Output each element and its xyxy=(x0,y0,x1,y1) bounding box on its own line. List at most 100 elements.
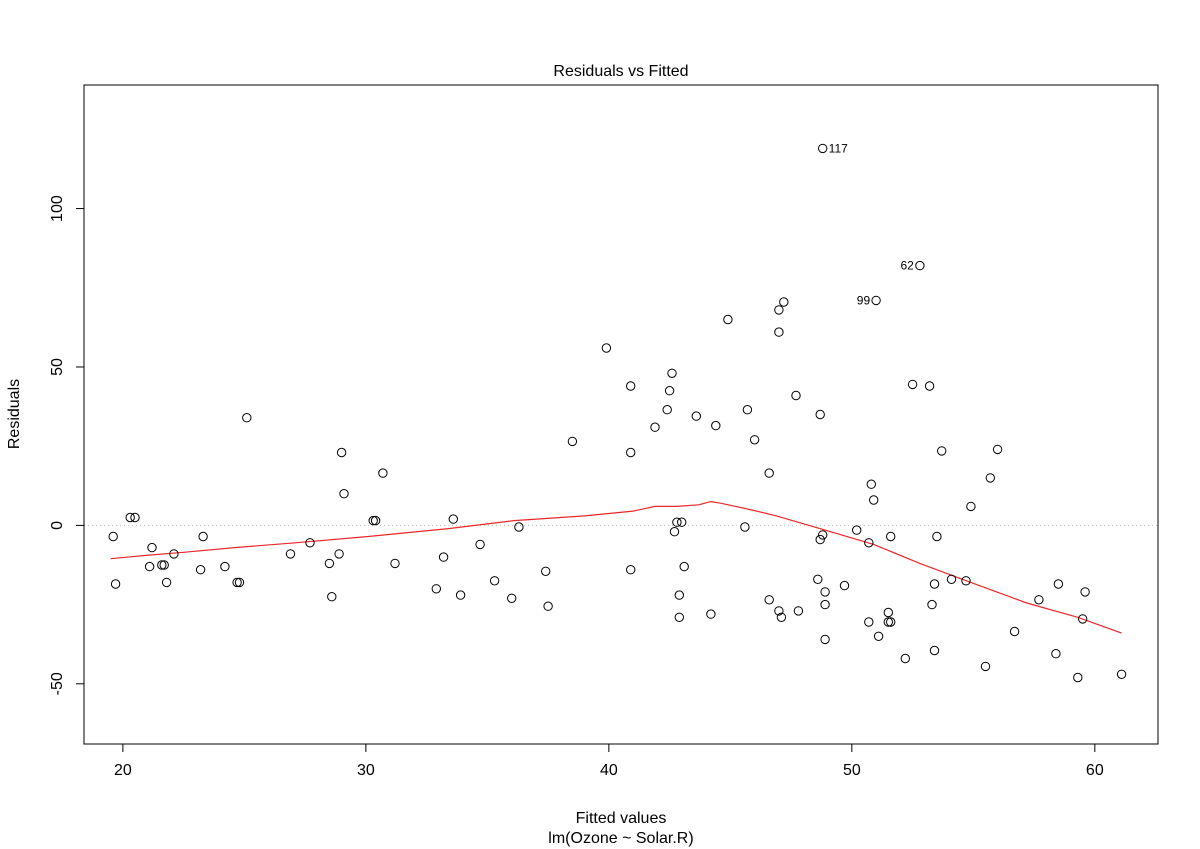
data-point xyxy=(966,501,976,512)
data-point xyxy=(1073,672,1083,683)
data-point xyxy=(883,607,893,618)
data-point xyxy=(1009,626,1020,637)
data-point xyxy=(285,549,296,559)
data-point xyxy=(907,379,918,390)
data-point xyxy=(339,489,349,499)
data-point xyxy=(324,558,335,569)
x-tick-label: 50 xyxy=(843,762,861,779)
data-point xyxy=(108,531,118,542)
data-point xyxy=(169,549,179,559)
data-point xyxy=(691,411,701,421)
data-point xyxy=(669,527,680,537)
data-point xyxy=(871,295,881,306)
outlier-label: 117 xyxy=(829,141,848,155)
data-point xyxy=(813,574,823,584)
data-point xyxy=(791,390,801,401)
y-tick-label: 0 xyxy=(49,521,66,530)
data-point xyxy=(475,539,485,550)
y-axis-label: Residuals xyxy=(6,379,23,449)
data-point xyxy=(242,413,252,423)
data-point xyxy=(929,645,940,656)
outlier-label: 99 xyxy=(857,293,871,307)
data-point xyxy=(866,479,876,489)
data-point xyxy=(130,512,140,523)
data-point xyxy=(334,549,344,559)
x-tick-label: 40 xyxy=(600,762,618,779)
data-point xyxy=(927,599,937,610)
data-point xyxy=(723,314,733,325)
data-point xyxy=(929,579,940,589)
x-tick-label: 60 xyxy=(1086,762,1104,779)
y-tick-label: -50 xyxy=(49,672,66,695)
data-point xyxy=(672,517,682,527)
outlier-label: 62 xyxy=(901,259,915,273)
data-point xyxy=(774,327,784,337)
data-point xyxy=(915,260,925,271)
data-point xyxy=(864,617,874,627)
plot-frame xyxy=(83,84,1159,745)
data-point xyxy=(900,653,910,664)
data-point xyxy=(368,515,378,526)
data-point xyxy=(390,558,400,569)
data-point xyxy=(932,531,942,542)
data-point xyxy=(883,617,893,627)
data-point xyxy=(1116,669,1127,679)
data-point xyxy=(601,343,612,353)
smooth-line xyxy=(110,500,1122,634)
data-point xyxy=(159,560,169,570)
data-point xyxy=(886,531,896,542)
data-point xyxy=(455,590,466,600)
data-point xyxy=(147,542,157,553)
data-point xyxy=(543,601,553,611)
data-point xyxy=(378,468,388,478)
data-point xyxy=(873,631,884,641)
smooth-curve xyxy=(110,500,1122,634)
x-tick-label: 30 xyxy=(357,762,375,779)
data-point xyxy=(157,560,167,570)
data-point xyxy=(234,577,245,588)
data-point xyxy=(961,576,971,586)
data-point xyxy=(764,595,774,605)
data-point xyxy=(664,386,675,396)
data-point xyxy=(774,305,784,315)
data-point xyxy=(946,574,957,584)
data-point xyxy=(818,143,828,154)
data-point xyxy=(327,592,337,602)
data-point xyxy=(980,661,991,672)
data-point xyxy=(1080,587,1090,597)
data-point xyxy=(674,590,684,600)
data-point xyxy=(110,579,121,589)
data-point xyxy=(144,561,155,572)
data-point xyxy=(626,565,636,575)
data-point xyxy=(852,525,862,535)
data-point xyxy=(764,468,774,478)
y-tick-label: 50 xyxy=(49,358,66,376)
data-point xyxy=(1051,649,1061,659)
data-point xyxy=(674,612,684,622)
data-point xyxy=(514,522,524,532)
data-point xyxy=(839,580,850,591)
y-tick-label: 100 xyxy=(49,195,66,222)
data-point xyxy=(742,405,753,415)
data-point xyxy=(992,444,1003,455)
data-point xyxy=(662,405,672,415)
data-point xyxy=(541,566,551,576)
data-point xyxy=(776,612,787,622)
data-point xyxy=(711,420,721,431)
data-point xyxy=(749,435,760,445)
data-point xyxy=(220,561,230,572)
data-point xyxy=(869,495,879,505)
data-point xyxy=(820,599,830,610)
data-point xyxy=(198,531,208,542)
outlier-labels: 117 62 99 xyxy=(829,141,915,307)
data-point xyxy=(779,297,789,307)
data-point xyxy=(864,538,874,548)
data-point xyxy=(774,606,784,616)
y-axis: -50 0 50 100 xyxy=(49,195,85,695)
data-point xyxy=(626,381,636,391)
x-axis-label: Fitted values xyxy=(576,810,667,827)
data-point xyxy=(195,565,206,575)
data-point xyxy=(815,534,825,545)
data-point xyxy=(924,381,935,391)
